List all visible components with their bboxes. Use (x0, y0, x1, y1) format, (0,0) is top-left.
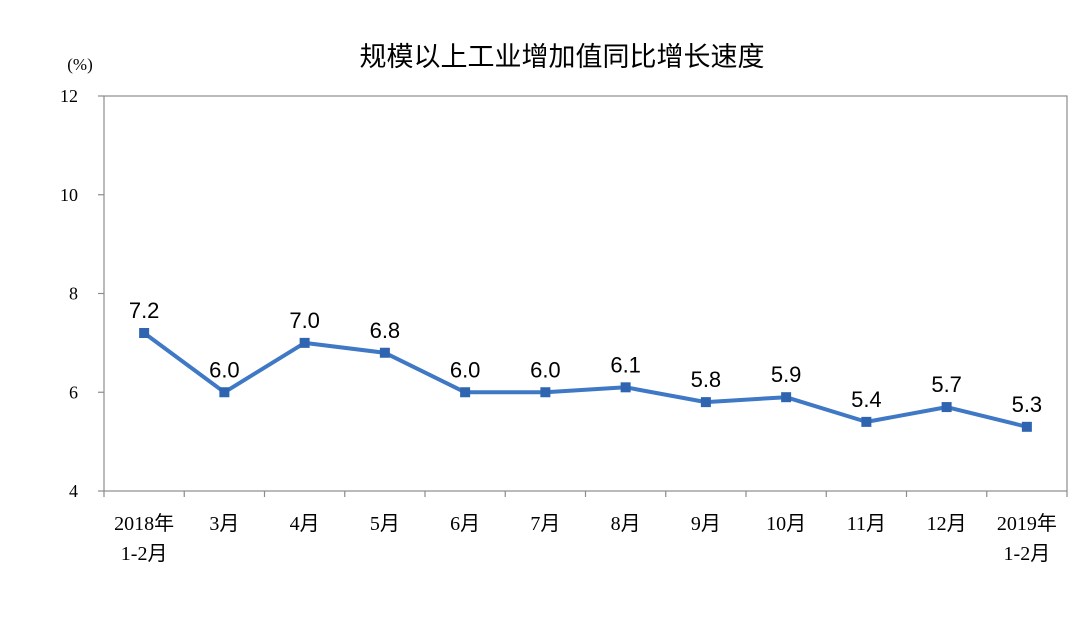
data-point-marker (540, 387, 551, 398)
data-label: 6.0 (530, 357, 561, 382)
data-point-marker (620, 382, 631, 393)
x-tick-label-line: 5月 (370, 513, 400, 535)
x-tick-label: 2019年 1-2月 (997, 512, 1057, 565)
x-tick-label-line: 4月 (290, 513, 320, 535)
series-line (142, 331, 1029, 429)
y-tick-label: 8 (69, 284, 78, 304)
x-tick-label-line: 8月 (611, 513, 641, 535)
x-tick-label-line: 7月 (530, 513, 560, 535)
data-label: 5.4 (851, 387, 882, 412)
x-tick-label-line: 9月 (691, 513, 721, 535)
data-label: 7.2 (129, 298, 160, 323)
y-axis: 4 6 8 10 12 (60, 86, 104, 501)
x-tick-label: 4月 (290, 513, 320, 535)
x-tick-label-line: 3月 (209, 513, 239, 535)
data-labels: 7.2 6.0 7.0 6.8 6.0 6.0 6.1 5.8 5.9 5.4 5.7 5.3 (129, 298, 1042, 417)
data-point-marker (219, 387, 230, 398)
x-tick-label: 6月 (450, 513, 480, 535)
x-tick-label: 7月 (530, 513, 560, 535)
data-label: 7.0 (289, 308, 320, 333)
data-point-marker (861, 416, 872, 427)
x-tick-label-line: 10月 (766, 513, 806, 535)
data-series (139, 328, 1032, 432)
data-label: 5.3 (1012, 392, 1043, 417)
chart-title: 规模以上工业增加值同比增长速度 (360, 42, 765, 73)
data-point-marker (139, 328, 150, 338)
x-tick-label: 10月 (766, 513, 806, 535)
data-label: 5.8 (691, 367, 722, 392)
x-tick-label-line: 1-2月 (121, 543, 168, 565)
data-label: 6.8 (370, 318, 401, 343)
x-axis: 2018年 1-2月 3月 4月 5月 6月 7月 8月 9月 10月 11月 12月 2019年 1-2… (103, 491, 1068, 565)
x-tick-label-line: 12月 (927, 513, 967, 535)
data-point-marker (460, 387, 471, 398)
x-tick-label-line: 2018年 (114, 512, 174, 535)
y-tick-label: 12 (60, 86, 78, 106)
y-tick-label: 10 (60, 185, 78, 205)
data-point-marker (1021, 421, 1032, 432)
plot-area-frame (103, 95, 1068, 492)
data-label: 5.9 (771, 362, 802, 387)
data-point-marker (299, 337, 310, 348)
y-tick-label: 4 (69, 481, 78, 501)
data-label: 6.0 (450, 357, 481, 382)
x-tick-label: 8月 (611, 513, 641, 535)
data-point-marker (379, 347, 390, 358)
data-label: 6.0 (209, 357, 240, 382)
x-tick-label: 12月 (927, 513, 967, 535)
x-tick-label: 11月 (847, 513, 886, 535)
x-tick-label-line: 2019年 (997, 512, 1057, 535)
y-axis-unit-label: (%) (67, 55, 92, 74)
data-point-marker (941, 402, 952, 413)
y-tick-label: 6 (69, 382, 78, 402)
data-point-marker (781, 392, 792, 403)
x-tick-label-line: 11月 (847, 513, 886, 535)
x-tick-label: 2018年 1-2月 (114, 512, 174, 565)
x-tick-label-line: 6月 (450, 513, 480, 535)
x-tick-label: 3月 (209, 513, 239, 535)
data-label: 5.7 (931, 372, 962, 397)
x-tick-label-line: 1-2月 (1004, 543, 1051, 565)
data-label: 6.1 (610, 352, 641, 377)
data-point-marker (700, 397, 711, 408)
x-tick-label: 9月 (691, 513, 721, 535)
x-tick-label: 5月 (370, 513, 400, 535)
